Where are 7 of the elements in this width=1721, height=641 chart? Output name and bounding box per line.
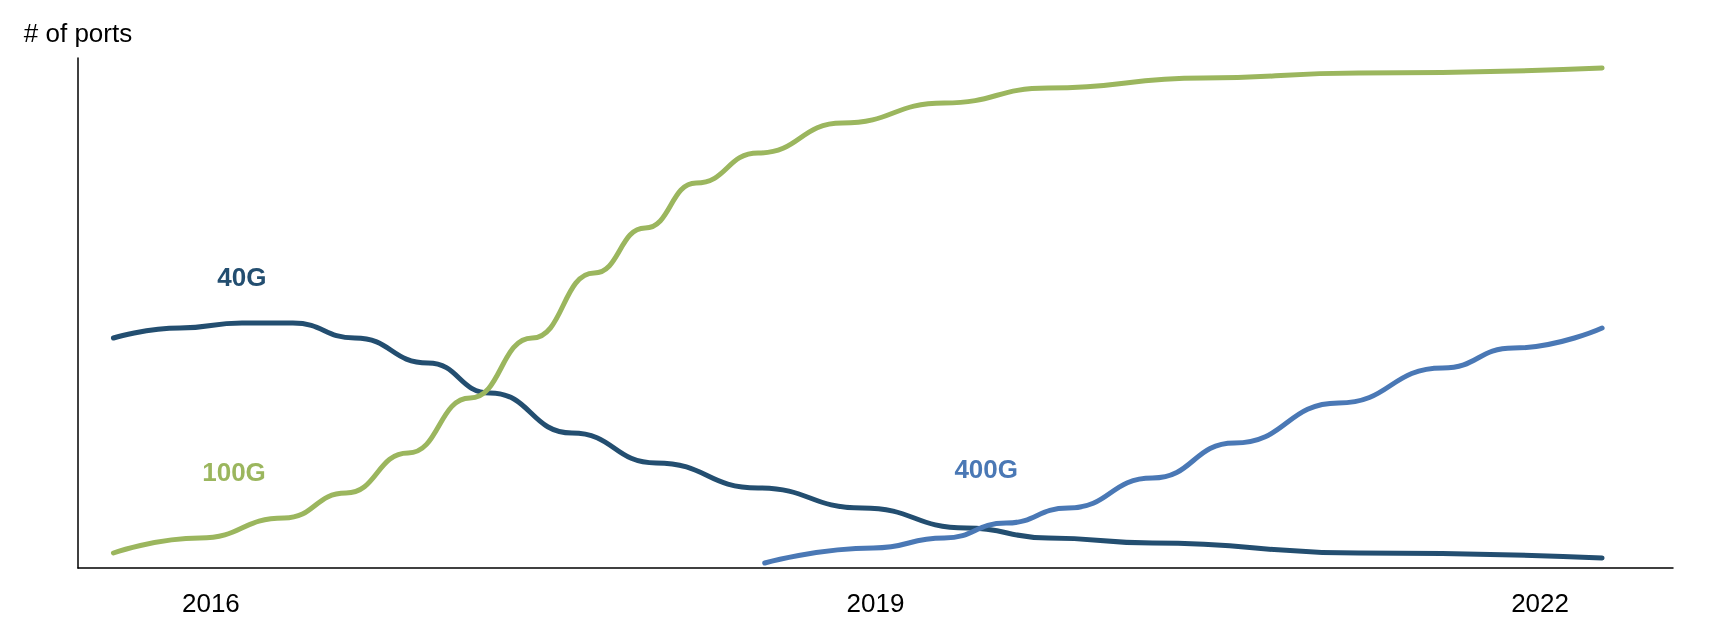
series-label: 40G bbox=[217, 262, 267, 292]
x-tick-label: 2022 bbox=[1511, 588, 1570, 618]
x-tick-label: 2019 bbox=[846, 588, 905, 618]
series-label: 400G bbox=[954, 454, 1019, 484]
series-label: 100G bbox=[202, 457, 266, 487]
y-axis-title: # of ports bbox=[23, 18, 133, 48]
x-tick-label: 2016 bbox=[181, 588, 240, 618]
